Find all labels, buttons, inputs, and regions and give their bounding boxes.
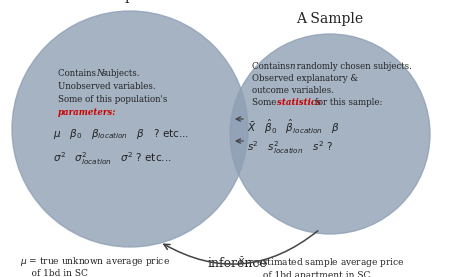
Text: $\bar{X}$ = estimated sample average price
         of 1bd apartment in SC: $\bar{X}$ = estimated sample average pri…	[237, 255, 404, 277]
Text: Observed explanatory &: Observed explanatory &	[252, 74, 358, 83]
Text: randomly chosen subjects.: randomly chosen subjects.	[294, 62, 412, 71]
Text: Contains: Contains	[252, 62, 293, 71]
Text: statistics: statistics	[277, 98, 321, 107]
Text: $s^2$   $s^2_{location}$   $s^2$ ?: $s^2$ $s^2_{location}$ $s^2$ ?	[247, 139, 333, 156]
Text: $\sigma^2$   $\sigma^2_{location}$   $\sigma^2$ ? etc...: $\sigma^2$ $\sigma^2_{location}$ $\sigma…	[53, 150, 172, 167]
Text: subjects.: subjects.	[102, 69, 140, 78]
Ellipse shape	[230, 34, 430, 234]
Text: outcome variables.: outcome variables.	[252, 86, 334, 95]
Text: for this sample:: for this sample:	[312, 98, 383, 107]
Text: parameters:: parameters:	[58, 108, 117, 117]
Text: Some: Some	[252, 98, 279, 107]
Text: Unobserved variables.: Unobserved variables.	[58, 82, 155, 91]
Text: $\mu$   $\beta_0$   $\beta_{location}$   $\beta$   ? etc...: $\mu$ $\beta_0$ $\beta_{location}$ $\bet…	[53, 127, 189, 141]
Text: Some of this population's: Some of this population's	[58, 95, 167, 104]
Ellipse shape	[12, 11, 248, 247]
Text: inference: inference	[207, 257, 267, 270]
Text: N: N	[96, 69, 103, 78]
Text: $\mu$ = true unknown average price
    of 1bd in SC: $\mu$ = true unknown average price of 1b…	[20, 255, 170, 277]
Text: n: n	[289, 62, 294, 71]
Text: The Population: The Population	[77, 0, 183, 3]
Text: Contains: Contains	[58, 69, 99, 78]
Text: A Sample: A Sample	[296, 12, 364, 26]
Text: $\bar{X}$   $\hat{\beta}_0$   $\hat{\beta}_{location}$   $\beta$: $\bar{X}$ $\hat{\beta}_0$ $\hat{\beta}_{…	[247, 117, 340, 135]
FancyArrowPatch shape	[164, 231, 318, 264]
